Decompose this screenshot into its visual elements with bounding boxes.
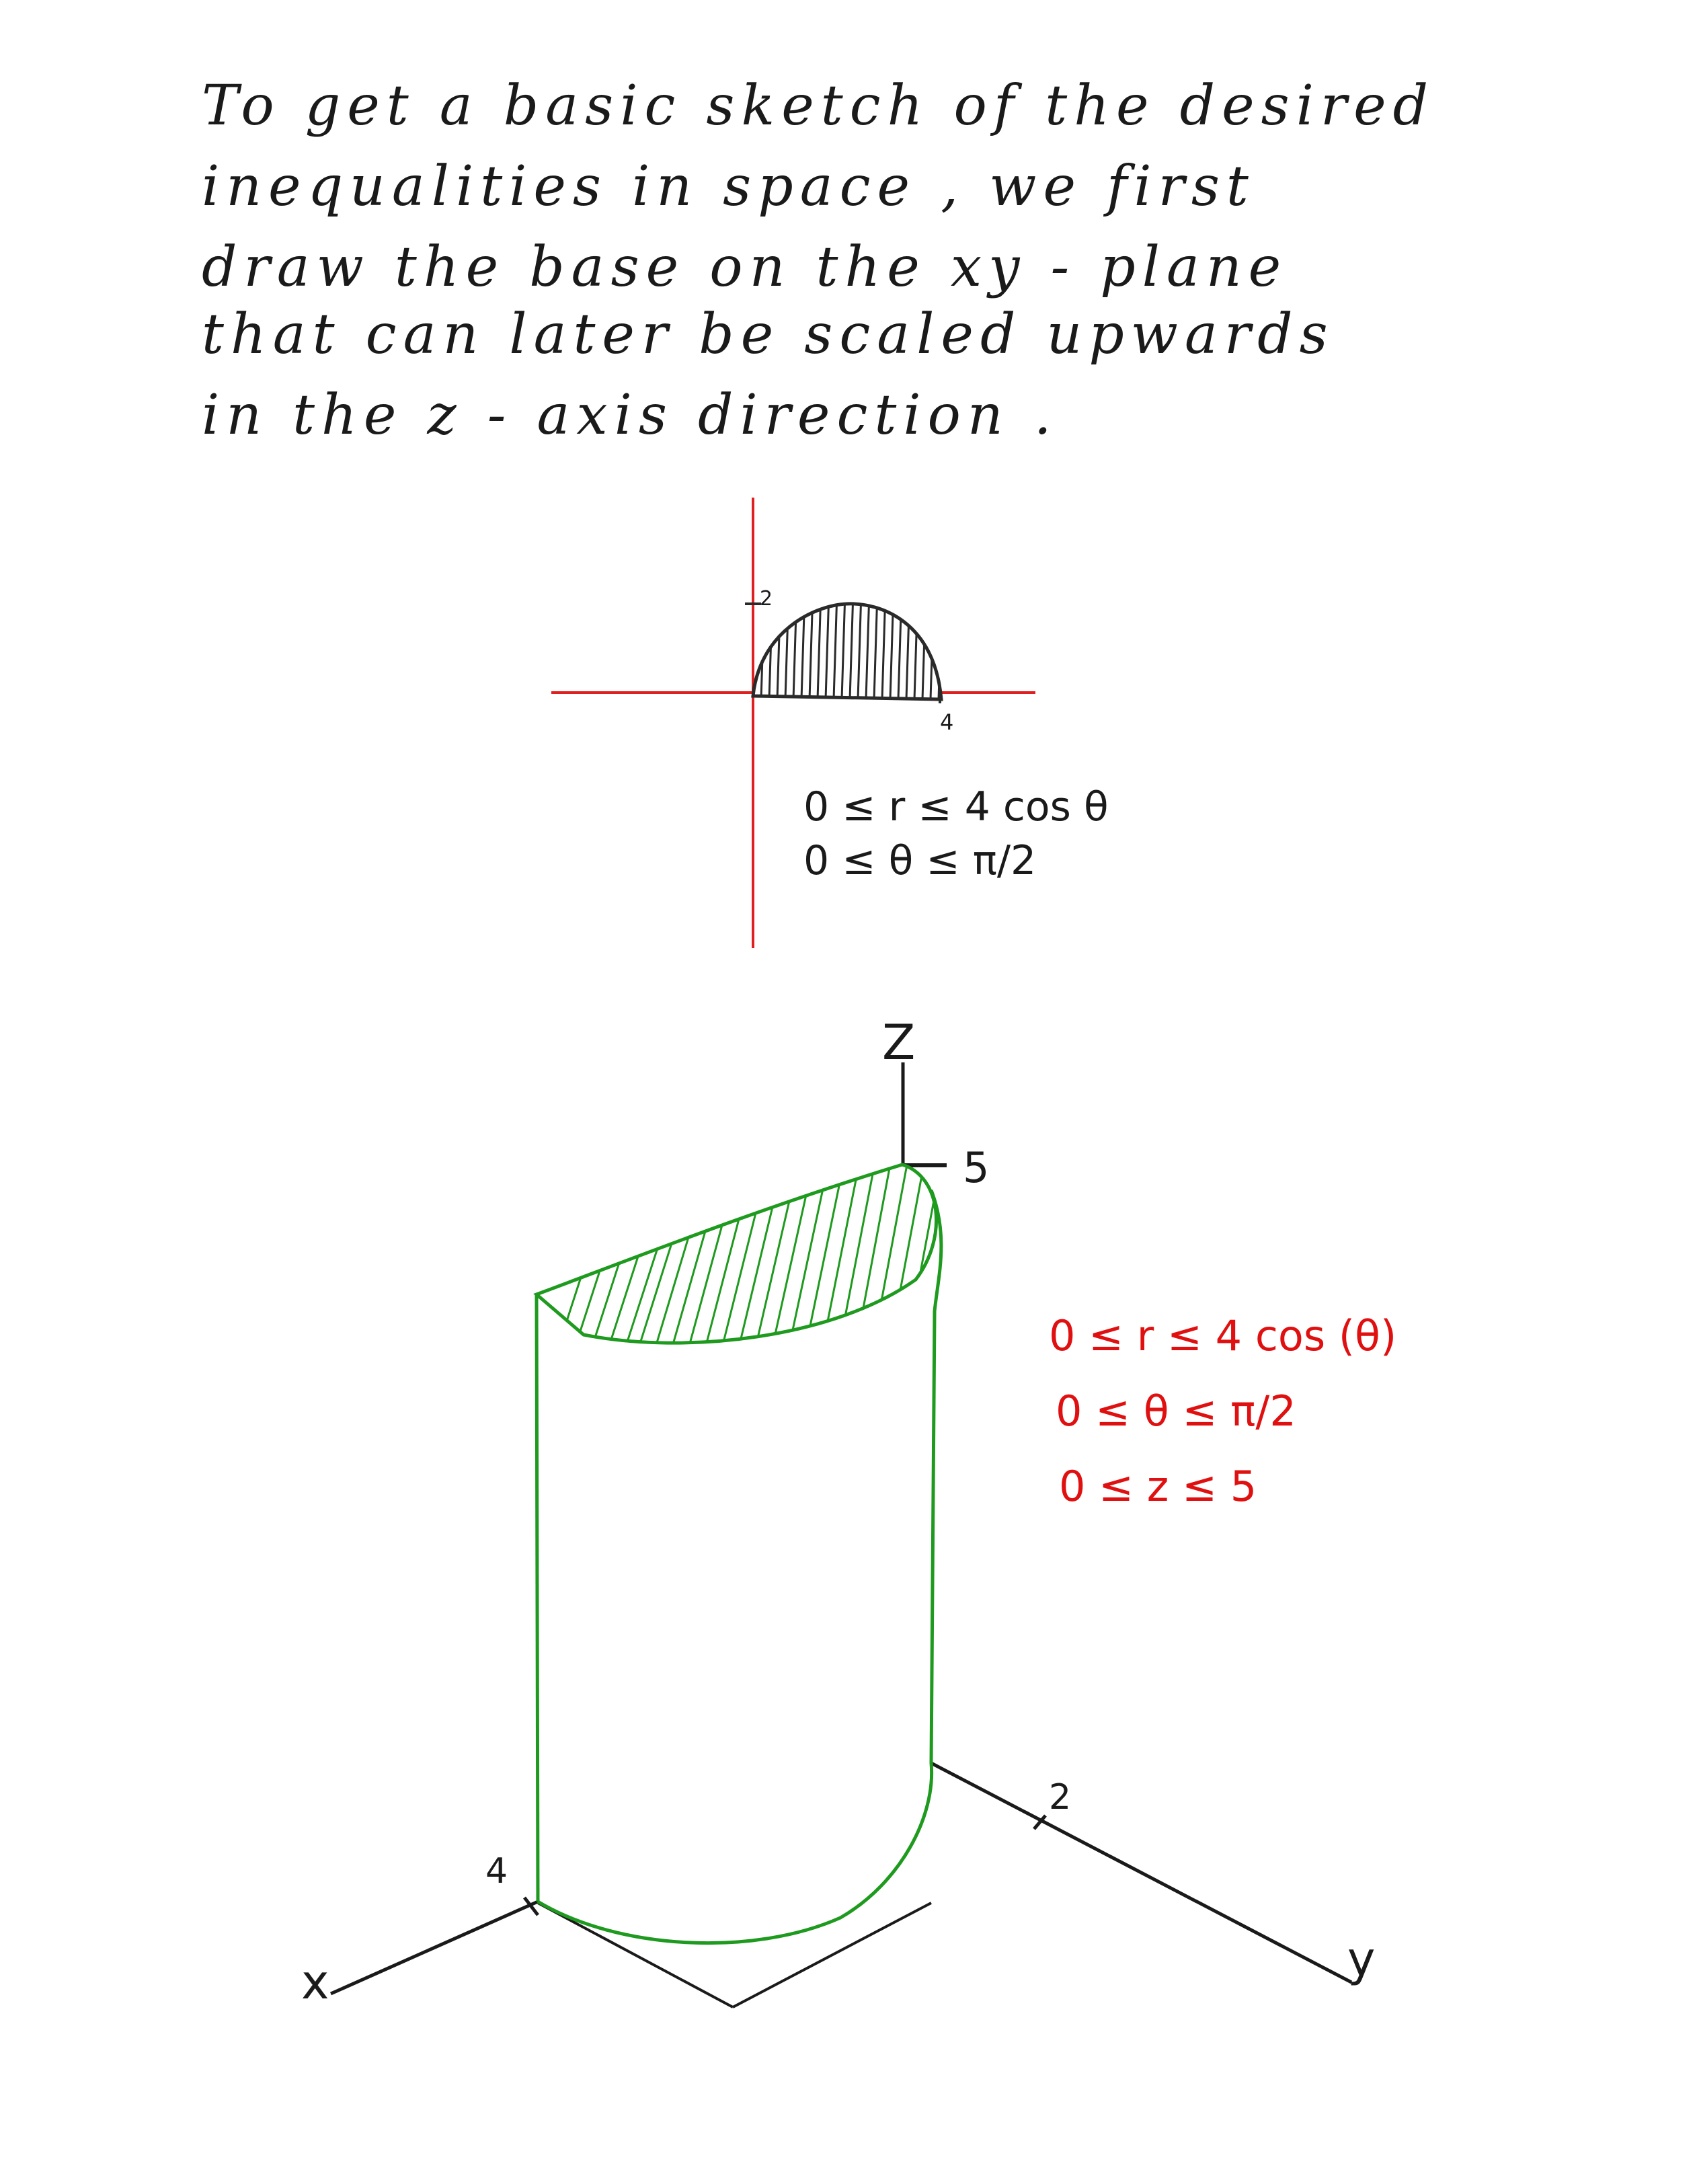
- y-axis-label: y: [1347, 1932, 1375, 1987]
- base-back-edge-left: [537, 1902, 734, 2008]
- x-axis: [329, 1900, 539, 1996]
- z-tick-label: 5: [963, 1143, 989, 1192]
- y-tick-mark: [1033, 1814, 1047, 1830]
- solid-inequality-theta: 0 ≤ θ ≤ π/2: [1056, 1387, 1296, 1436]
- base-back-edge-right: [732, 1902, 932, 2008]
- z-axis-label: Z: [882, 1014, 915, 1070]
- x-tick-label: 4: [485, 1851, 508, 1892]
- solid-sketch-3d: Z 5 x 4 y 2: [301, 1014, 1396, 2010]
- intro-line-2: inequalities in space , we first: [202, 155, 1255, 219]
- cylinder-top-face: [533, 1163, 939, 1345]
- base-sketch-2d: 2 4 0 ≤ r ≤ 4 cos θ 0 ≤ θ ≤ π/2: [551, 498, 1109, 948]
- y-tick-label: 2: [760, 587, 773, 611]
- x-tick-label: 4: [940, 709, 953, 735]
- solid-inequality-r: 0 ≤ r ≤ 4 cos (θ): [1049, 1311, 1396, 1360]
- base-inequality-r: 0 ≤ r ≤ 4 cos θ: [803, 783, 1109, 830]
- intro-line-5: in the z - axis direction .: [202, 383, 1058, 447]
- x-axis-label: x: [301, 1955, 329, 2010]
- cylinder-body: [535, 1190, 943, 1945]
- intro-line-4: that can later be scaled upwards: [202, 303, 1335, 366]
- semicircle-region: [751, 602, 943, 701]
- intro-line-3: draw the base on the xy - plane: [202, 235, 1288, 299]
- solid-inequality-z: 0 ≤ z ≤ 5: [1059, 1462, 1257, 1511]
- y-axis: [930, 1761, 1353, 1984]
- y-tick-label: 2: [1049, 1777, 1071, 1818]
- base-inequality-theta: 0 ≤ θ ≤ π/2: [803, 837, 1036, 884]
- intro-line-1: To get a basic sketch of the desired: [202, 74, 1435, 138]
- x-tick-mark: [523, 1896, 539, 1916]
